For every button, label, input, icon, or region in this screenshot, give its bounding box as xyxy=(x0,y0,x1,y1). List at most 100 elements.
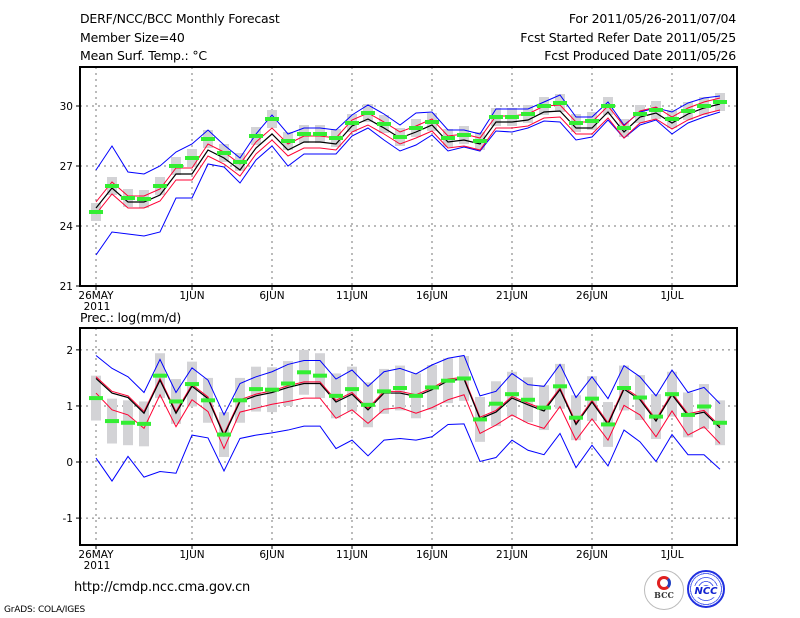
median-marker xyxy=(553,384,567,389)
median-marker xyxy=(617,126,631,130)
median-marker xyxy=(169,399,183,404)
median-marker xyxy=(713,100,727,104)
median-marker xyxy=(345,121,359,125)
x-tick-label: 16JUN xyxy=(416,290,448,302)
variable-label: Mean Surf. Temp.: °C xyxy=(80,48,207,63)
x-tick-label: 21JUN xyxy=(496,549,528,561)
median-marker xyxy=(649,414,663,419)
median-marker xyxy=(617,385,631,390)
x-tick-label: 1JUL xyxy=(660,290,683,302)
median-marker xyxy=(105,184,119,188)
median-marker xyxy=(265,387,279,392)
median-marker xyxy=(633,395,647,400)
median-marker xyxy=(233,160,247,164)
median-marker xyxy=(441,136,455,140)
x-tick-label: 1JUL xyxy=(660,549,683,561)
max-line xyxy=(95,94,721,175)
x-tick-label: 6JUN xyxy=(259,290,284,302)
median-marker xyxy=(441,378,455,383)
median-marker xyxy=(297,370,311,375)
median-marker xyxy=(329,393,343,398)
median-marker xyxy=(537,405,551,410)
median-marker xyxy=(665,392,679,397)
median-marker xyxy=(681,412,695,417)
x-tick-label: 6JUN xyxy=(259,549,284,561)
median-marker xyxy=(313,132,327,136)
median-marker xyxy=(489,401,503,406)
x-tick-label: 11JUN xyxy=(336,290,368,302)
median-marker xyxy=(361,111,375,115)
x-tick-label: 26MAY xyxy=(78,549,114,561)
median-marker xyxy=(185,382,199,387)
median-marker xyxy=(457,376,471,381)
median-marker xyxy=(377,389,391,394)
median-marker xyxy=(697,104,711,108)
median-marker xyxy=(217,151,231,155)
median-marker xyxy=(585,396,599,401)
median-marker xyxy=(537,104,551,108)
median-marker xyxy=(137,197,151,201)
max-line xyxy=(95,354,721,417)
y-tick-label: 2 xyxy=(66,345,73,357)
chart-title: DERF/NCC/BCC Monthly Forecast xyxy=(80,11,280,26)
lower-band-line xyxy=(95,109,721,215)
median-marker xyxy=(137,421,151,426)
median-marker xyxy=(217,432,231,437)
x-tick-label: 26JUN xyxy=(576,290,608,302)
upper-band-line xyxy=(95,97,721,203)
y-tick-label: 21 xyxy=(60,281,73,293)
source-url[interactable]: http://cmdp.ncc.cma.gov.cn xyxy=(74,580,251,595)
median-marker xyxy=(361,402,375,407)
ncc-logo: NCC xyxy=(687,570,725,608)
median-marker xyxy=(89,396,103,401)
plot-frame xyxy=(79,66,738,287)
median-marker xyxy=(345,387,359,392)
min-line xyxy=(95,423,721,482)
min-line xyxy=(95,111,721,256)
x-tick-label: 1JUN xyxy=(179,549,204,561)
x-tick-label: 26JUN xyxy=(576,549,608,561)
lower-band-line xyxy=(95,392,721,450)
median-marker xyxy=(505,115,519,119)
median-marker xyxy=(153,184,167,188)
produced-date: Fcst Produced Date 2011/05/26 xyxy=(544,48,736,63)
temperature-panel: 21 24 27 30 26MAY 1JUN 6JUN 11JUN 16JUN 21JUN 26JU… xyxy=(60,66,738,313)
median-marker xyxy=(473,139,487,143)
y-tick-label: 30 xyxy=(60,101,73,113)
median-marker xyxy=(377,122,391,126)
x-tick-label: 16JUN xyxy=(416,549,448,561)
median-marker xyxy=(521,112,535,116)
median-marker xyxy=(265,117,279,121)
median-marker xyxy=(569,415,583,420)
median-marker xyxy=(89,210,103,214)
median-marker xyxy=(665,117,679,121)
median-marker xyxy=(281,139,295,143)
median-marker xyxy=(425,385,439,390)
median-marker xyxy=(169,164,183,168)
median-marker xyxy=(681,109,695,113)
y-tick-label: 27 xyxy=(60,161,73,173)
mean-line xyxy=(95,378,721,438)
median-marker xyxy=(297,132,311,136)
bcc-logo: BCC xyxy=(644,570,684,610)
grads-credit: GrADS: COLA/IGES xyxy=(4,605,85,615)
median-marker xyxy=(393,135,407,139)
median-marker xyxy=(281,381,295,386)
year-label: 2011 xyxy=(84,560,111,572)
x-tick-label: 26MAY xyxy=(78,290,114,302)
median-marker xyxy=(409,126,423,130)
y-tick-label: 24 xyxy=(60,221,74,233)
median-marker xyxy=(633,112,647,116)
median-marker xyxy=(425,120,439,124)
y-tick-label: 0 xyxy=(66,457,73,469)
median-marker xyxy=(249,387,263,392)
median-marker xyxy=(649,108,663,112)
median-marker xyxy=(697,404,711,409)
precipitation-panel: -1 0 1 2 26MAY 1JUN 6JUN 11JUN 16JUN 21JUN 26JUN 1J… xyxy=(63,327,738,572)
median-marker xyxy=(393,385,407,390)
median-marker xyxy=(201,137,215,141)
forecast-range: For 2011/05/26-2011/07/04 xyxy=(568,11,736,26)
median-marker xyxy=(121,420,135,425)
ncc-logo-text: NCC xyxy=(694,586,718,597)
median-marker xyxy=(185,156,199,160)
